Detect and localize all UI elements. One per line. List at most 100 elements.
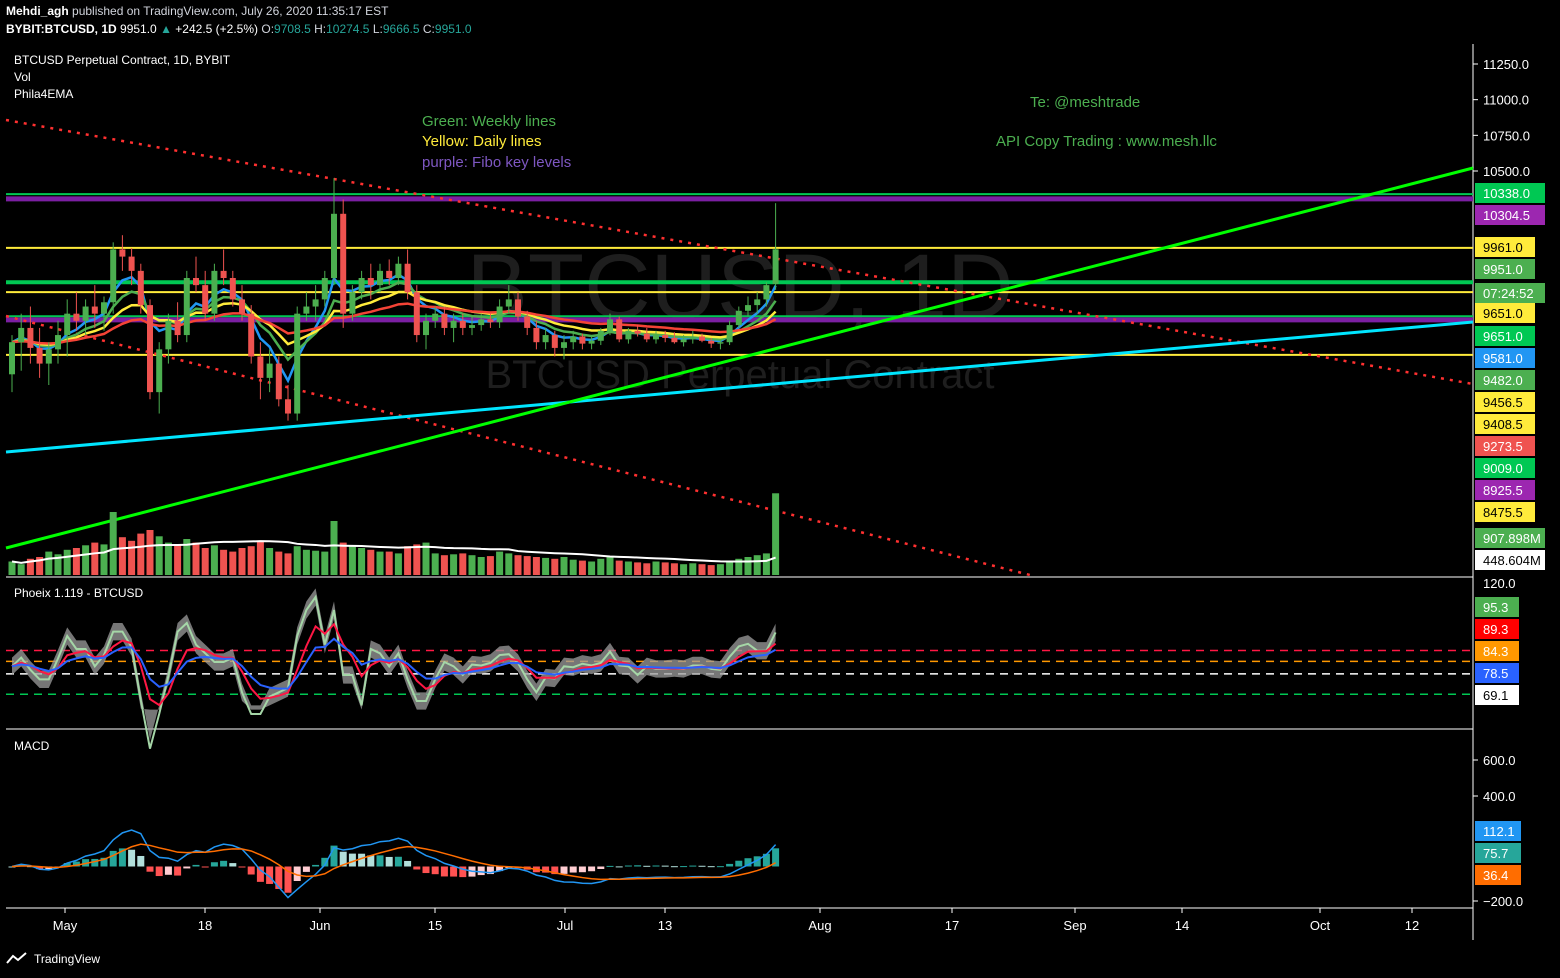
macd-histogram-bar — [174, 866, 182, 876]
candle — [312, 285, 319, 321]
publish-info: Mehdi_agh published on TradingView.com, … — [6, 4, 388, 18]
candle-body — [386, 270, 393, 278]
volume-bar — [450, 554, 458, 575]
candle-body — [542, 335, 549, 343]
volume-bar — [652, 561, 660, 575]
macd-histogram-bar — [477, 866, 485, 876]
volume-bar — [63, 549, 71, 575]
volume-bar — [698, 564, 706, 575]
volume-bar — [330, 521, 338, 575]
candle-body — [745, 305, 751, 311]
candle-body — [294, 313, 301, 414]
candle — [386, 259, 393, 286]
volume-bar — [8, 561, 16, 575]
legend-volume[interactable]: Vol — [14, 70, 31, 84]
volume-bar — [284, 553, 292, 575]
macd-histogram-bar — [744, 858, 752, 867]
candle — [561, 335, 567, 360]
candle-body — [561, 342, 567, 348]
candle-body — [579, 336, 586, 344]
macd-label-text: 112.1 — [1483, 824, 1515, 839]
volume-bar — [532, 557, 540, 575]
trendline-green — [5, 166, 1474, 550]
price-label-text: 9482.0 — [1483, 373, 1523, 388]
price-label-text: 10338.0 — [1483, 186, 1530, 201]
symbol-label[interactable]: BYBIT:BTCUSD, 1D — [6, 22, 117, 36]
macd-histogram-bar — [238, 866, 246, 868]
price-label-tag: 9581.0 — [1475, 348, 1535, 368]
candle — [266, 349, 273, 393]
candle — [82, 299, 89, 336]
legend-oscillator[interactable]: Phoeix 1.119 - BTCUSD — [14, 586, 144, 600]
macd-histogram-bar — [284, 866, 292, 893]
macd-histogram-bar — [293, 866, 301, 881]
candle-body — [358, 278, 365, 293]
price-label-tag: 9408.5 — [1475, 414, 1535, 434]
price-label-text: 9651.0 — [1483, 329, 1523, 344]
change-value: +242.5 (+2.5%) — [175, 22, 259, 36]
volume-bar — [735, 558, 743, 575]
macd-histogram-bar — [339, 851, 347, 867]
macd-histogram-bar — [440, 866, 448, 877]
open-label: O: — [261, 22, 275, 36]
candle-body — [128, 256, 135, 271]
candle — [128, 248, 135, 286]
macd-tick-label: 600.0 — [1483, 753, 1516, 768]
volume-bar — [358, 548, 366, 575]
candle-body — [119, 249, 126, 257]
candle — [275, 356, 282, 407]
candle-body — [312, 299, 319, 307]
volume-bar — [468, 555, 476, 575]
candle-body — [64, 313, 71, 336]
legend-macd[interactable]: MACD — [14, 739, 50, 753]
macd-histogram-bar — [8, 866, 16, 868]
volume-bar — [137, 533, 145, 575]
price-label-text: 9273.5 — [1483, 439, 1523, 454]
volume-bar — [17, 564, 25, 575]
osc-label-text: 89.3 — [1483, 622, 1508, 637]
volume-bar — [210, 545, 218, 575]
candle-body — [174, 320, 181, 336]
author-name[interactable]: Mehdi_agh — [6, 4, 69, 18]
legend-ema[interactable]: Phila4EMA — [14, 87, 74, 101]
candle-body — [404, 263, 411, 293]
candle-body — [505, 299, 512, 307]
price-label-text: 9009.0 — [1483, 461, 1523, 476]
price-tick-label: 10500.0 — [1483, 164, 1530, 179]
price-label-tag: 10338.0 — [1475, 183, 1545, 203]
time-tick-label: Sep — [1063, 918, 1086, 933]
macd-histogram-bar — [588, 866, 596, 872]
candle-body — [257, 356, 264, 378]
footer-brand[interactable]: TradingView — [34, 952, 101, 966]
time-tick-label: 15 — [428, 918, 442, 933]
candle-body — [487, 319, 494, 323]
price-label-tag: 448.604M — [1475, 550, 1545, 570]
macd-histogram-bar — [275, 866, 283, 889]
candle — [735, 306, 742, 328]
macd-histogram-bar — [91, 858, 99, 867]
candle-body — [496, 306, 503, 323]
macd-histogram-bar — [615, 866, 623, 868]
macd-histogram-bar — [146, 866, 154, 872]
candle — [432, 306, 439, 328]
close-label: C: — [422, 22, 435, 36]
volume-bar — [707, 565, 715, 575]
candle — [156, 342, 163, 414]
volume-ma-line — [11, 540, 776, 564]
candle — [321, 270, 328, 307]
price-label-bg — [1475, 326, 1535, 346]
note-telegram: Te: @meshtrade — [1030, 94, 1141, 111]
volume-bar — [634, 562, 642, 575]
macd-histogram-bar — [302, 866, 310, 872]
candle — [285, 385, 291, 421]
osc-label-bg — [1475, 685, 1519, 705]
time-tick-label: Aug — [808, 918, 831, 933]
legend-main-title[interactable]: BTCUSD Perpetual Contract, 1D, BYBIT — [14, 53, 231, 67]
volume-bar — [404, 546, 412, 575]
volume-bar — [394, 553, 402, 575]
volume-bar — [100, 544, 108, 575]
macd-histogram-bar — [385, 856, 393, 867]
osc-label-bg — [1475, 619, 1519, 639]
candle-body — [110, 249, 117, 303]
